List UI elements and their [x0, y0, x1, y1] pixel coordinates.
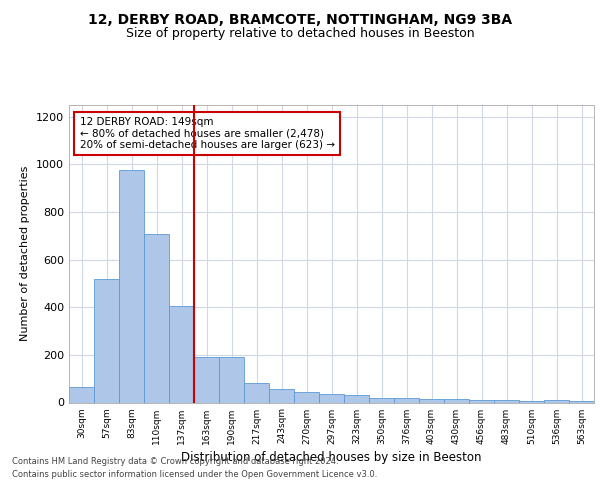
Text: 12 DERBY ROAD: 149sqm
← 80% of detached houses are smaller (2,478)
20% of semi-d: 12 DERBY ROAD: 149sqm ← 80% of detached …: [79, 117, 335, 150]
Bar: [544, 400, 569, 402]
Bar: [469, 400, 494, 402]
Bar: [119, 170, 144, 402]
Text: Contains public sector information licensed under the Open Government Licence v3: Contains public sector information licen…: [12, 470, 377, 479]
Bar: [294, 392, 319, 402]
Bar: [269, 390, 294, 402]
Bar: [419, 399, 444, 402]
Bar: [219, 358, 244, 403]
Bar: [444, 399, 469, 402]
Text: Contains HM Land Registry data © Crown copyright and database right 2024.: Contains HM Land Registry data © Crown c…: [12, 458, 338, 466]
Bar: [169, 306, 194, 402]
Bar: [394, 398, 419, 402]
Bar: [69, 387, 94, 402]
Text: Size of property relative to detached houses in Beeston: Size of property relative to detached ho…: [125, 28, 475, 40]
Bar: [194, 358, 219, 403]
X-axis label: Distribution of detached houses by size in Beeston: Distribution of detached houses by size …: [181, 450, 482, 464]
Bar: [319, 394, 344, 402]
Text: 12, DERBY ROAD, BRAMCOTE, NOTTINGHAM, NG9 3BA: 12, DERBY ROAD, BRAMCOTE, NOTTINGHAM, NG…: [88, 12, 512, 26]
Bar: [344, 396, 369, 402]
Bar: [244, 384, 269, 402]
Bar: [144, 234, 169, 402]
Bar: [94, 278, 119, 402]
Bar: [369, 398, 394, 402]
Bar: [494, 400, 519, 402]
Y-axis label: Number of detached properties: Number of detached properties: [20, 166, 31, 342]
